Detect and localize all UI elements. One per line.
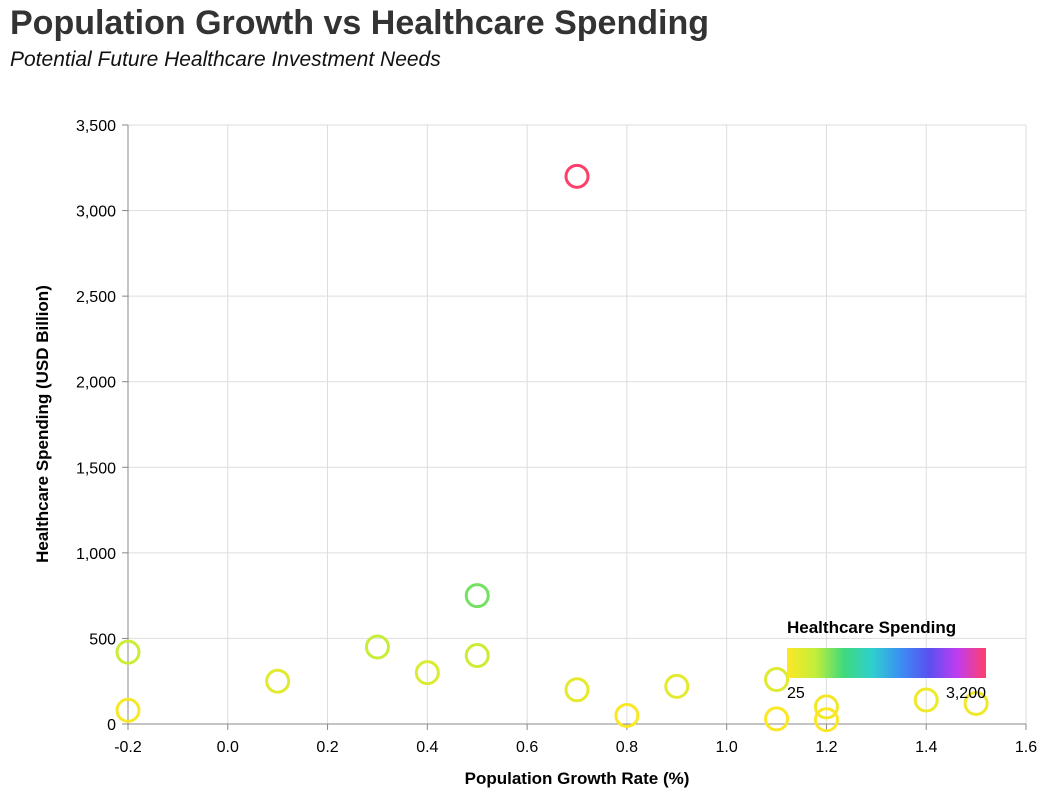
y-tick-label: 1,500 xyxy=(76,460,116,477)
legend-title: Healthcare Spending xyxy=(787,618,956,637)
data-point xyxy=(664,673,690,699)
data-point xyxy=(464,643,490,669)
x-tick-label: 1.6 xyxy=(1015,739,1037,756)
y-tick-label: 2,500 xyxy=(76,289,116,306)
legend-gradient-bar xyxy=(787,648,986,678)
data-point xyxy=(564,677,590,703)
data-point xyxy=(813,707,839,733)
x-axis-title: Population Growth Rate (%) xyxy=(465,769,690,788)
data-point xyxy=(364,634,390,660)
data-point xyxy=(614,702,640,728)
x-tick-label: 0.8 xyxy=(616,739,638,756)
data-point xyxy=(764,667,790,693)
legend-max-label: 3,200 xyxy=(946,685,986,702)
x-tick-label: 0.2 xyxy=(316,739,338,756)
legend-min-label: 25 xyxy=(787,685,805,702)
chart-subtitle: Potential Future Healthcare Investment N… xyxy=(10,48,441,71)
axes: -0.2 0.0 0.2 0.4 0.6 0.8 1.0 1.2 1.4 1.6 0 500 1,000… xyxy=(76,118,1037,756)
data-point xyxy=(764,706,790,732)
data-point xyxy=(464,583,490,609)
y-tick-label: 2,000 xyxy=(76,375,116,392)
x-tick-label: 0.0 xyxy=(217,739,239,756)
x-tick-label: -0.2 xyxy=(114,739,142,756)
x-tick-label: 1.2 xyxy=(815,739,837,756)
data-point xyxy=(564,163,590,189)
y-tick-label: 3,000 xyxy=(76,204,116,221)
color-legend: Healthcare Spending 25 3,200 xyxy=(787,618,986,702)
data-point xyxy=(813,694,839,720)
x-tick-label: 0.6 xyxy=(516,739,538,756)
y-tick-label: 3,500 xyxy=(76,118,116,135)
data-point xyxy=(115,639,141,665)
x-tick-label: 0.4 xyxy=(416,739,438,756)
x-tick-label: 1.0 xyxy=(716,739,738,756)
data-point xyxy=(115,697,141,723)
data-point xyxy=(265,668,291,694)
x-tick-label: 1.4 xyxy=(915,739,937,756)
data-point xyxy=(963,690,989,716)
y-tick-label: 1,000 xyxy=(76,546,116,563)
data-point xyxy=(414,660,440,686)
data-points xyxy=(115,163,989,733)
y-tick-label: 0 xyxy=(107,717,116,734)
y-tick-label: 500 xyxy=(89,631,116,648)
data-point xyxy=(913,687,939,713)
y-axis-title: Healthcare Spending (USD Billion) xyxy=(33,285,52,563)
chart-title: Population Growth vs Healthcare Spending xyxy=(10,4,709,42)
